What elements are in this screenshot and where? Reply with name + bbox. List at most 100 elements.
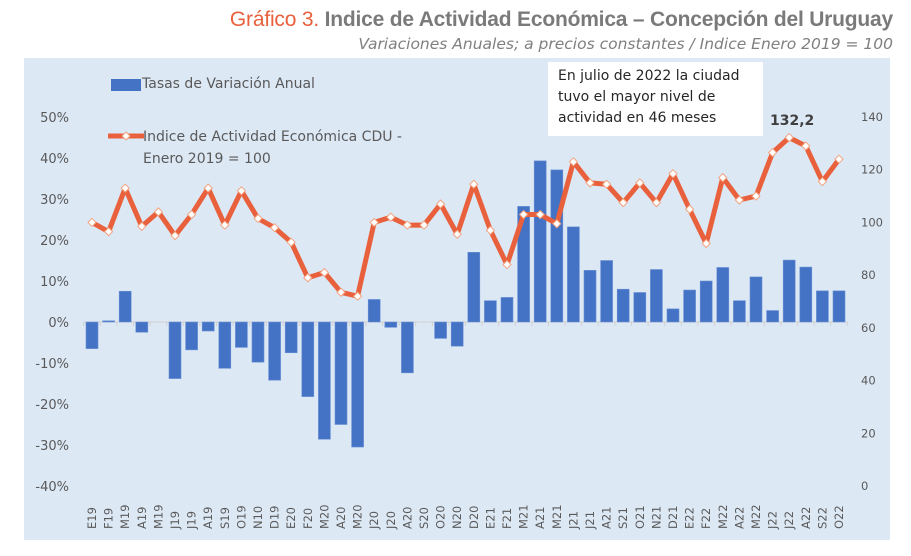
line-marker-a19: [203, 183, 213, 193]
legend-bar-label: Tasas de Variación Anual: [142, 76, 315, 92]
chart-title-main: Indice de Actividad Económica – Concepci…: [324, 8, 894, 31]
plot-area: [24, 58, 890, 540]
line-markers: [87, 132, 844, 301]
line-marker-a20: [336, 287, 346, 297]
x-axis-label: J21: [583, 511, 597, 530]
left-axis-tick-label: -40%: [35, 480, 69, 495]
line-marker-j22: [767, 147, 778, 158]
x-axis-label: A20: [400, 506, 414, 529]
chart-title: Gráfico 3. Indice de Actividad Económica…: [230, 8, 893, 32]
line-marker-n10: [253, 213, 263, 224]
line-marker-n21: [651, 197, 662, 208]
bar-o20: [434, 321, 447, 339]
x-axis-label: S20: [417, 507, 431, 529]
line-marker-s22: [817, 176, 828, 187]
x-axis-label: A19: [135, 506, 149, 529]
x-axis-label: D21: [666, 506, 680, 530]
left-axis-tick-label: -10%: [35, 357, 69, 372]
bar-f20: [301, 321, 315, 397]
x-axis-label: M20: [317, 504, 331, 529]
right-axis-tick-label: 20: [861, 426, 876, 440]
line-marker-n20: [452, 229, 462, 239]
bar-o21: [633, 292, 647, 323]
line-marker-j20: [369, 217, 379, 228]
x-axis-label: O19: [234, 505, 248, 529]
x-axis-label: A22: [732, 506, 746, 529]
x-axis-label: N21: [649, 506, 663, 529]
x-axis-label: N20: [450, 506, 464, 529]
line-marker-f21: [502, 259, 512, 270]
legend-line-swatch: [108, 131, 144, 141]
line-marker-e19: [87, 217, 97, 228]
bar-j20: [367, 299, 381, 323]
bar-f22: [699, 280, 713, 323]
line-marker-o19: [236, 186, 247, 196]
bar-a20: [401, 321, 414, 374]
x-axis-label: S22: [815, 507, 829, 529]
bar-e22: [683, 289, 696, 323]
x-axis-label: A19: [201, 506, 215, 529]
x-axis-label: M22: [716, 504, 730, 529]
bar-j20: [384, 321, 398, 328]
x-axis-label: M19: [118, 504, 132, 529]
right-axis-tick-label: 80: [861, 268, 876, 282]
line-marker-m19: [120, 183, 130, 193]
line-marker-s20: [419, 220, 429, 230]
legend-line-label: Indice de Actividad Económica CDU - Ener…: [143, 129, 402, 167]
line-marker-o22: [834, 154, 844, 164]
bar-a20: [334, 321, 348, 425]
line-marker-m20: [352, 291, 363, 301]
right-axis-tick-label: 40: [861, 374, 876, 388]
x-axis-label: D20: [467, 506, 481, 530]
bar-m20: [351, 321, 364, 448]
bar-s22: [816, 290, 829, 323]
x-axis-label: O21: [633, 505, 647, 529]
bar-j19: [185, 321, 198, 351]
bar-a19: [135, 321, 149, 333]
x-axis-label: M19: [151, 504, 165, 529]
line-marker-s19: [220, 220, 230, 230]
x-axis-label: J20: [384, 511, 398, 530]
x-axis-label: M22: [749, 504, 763, 529]
x-axis-label: S21: [616, 507, 630, 529]
bar-e19: [85, 321, 99, 349]
legend-bar-swatch: [111, 79, 141, 91]
line-marker-m22: [718, 172, 728, 183]
chart-subtitle: Variaciones Anuales; a precios constante…: [358, 35, 893, 53]
bar-j19: [168, 321, 182, 379]
bar-n10: [251, 321, 265, 363]
line-marker-f20: [303, 273, 313, 283]
line-marker-m22: [751, 191, 761, 201]
right-axis-tick-label: 140: [861, 110, 883, 124]
x-axis-label: E19: [85, 507, 99, 529]
bar-o22: [832, 290, 846, 323]
x-axis-label: O22: [832, 505, 846, 529]
bar-a21: [600, 260, 613, 323]
line-series: [89, 135, 842, 299]
bar-o19: [235, 321, 248, 348]
bar-m22: [716, 267, 730, 323]
line-marker-f22: [701, 238, 711, 249]
bar-f21: [500, 297, 514, 323]
x-axis-labels: E19 F19 M19 A19 M19 J19 J19 A19 S19 O19 N10 D19 E20 F…: [85, 504, 846, 530]
line-marker-e22: [684, 204, 695, 214]
line-marker-j21: [585, 178, 595, 188]
left-axis-tick-label: 40%: [40, 152, 69, 167]
line-marker-j19: [186, 209, 197, 220]
line-marker-j21: [568, 157, 579, 167]
bar-j21: [583, 270, 597, 323]
left-axis-tick-label: 30%: [40, 193, 69, 208]
x-axis-label: M21: [550, 504, 564, 529]
x-axis-label: F20: [301, 508, 315, 529]
line-marker-m20: [319, 267, 330, 278]
left-axis-tick-label: 0%: [48, 316, 69, 331]
x-axis-label: J20: [367, 511, 381, 530]
line-marker-j19: [170, 230, 180, 241]
line-marker-f19: [103, 226, 114, 237]
bar-s21: [616, 288, 630, 323]
bar-e20: [284, 321, 298, 354]
bar-m21: [550, 169, 564, 323]
bar-a22: [799, 266, 813, 323]
bar-j22: [782, 259, 796, 323]
